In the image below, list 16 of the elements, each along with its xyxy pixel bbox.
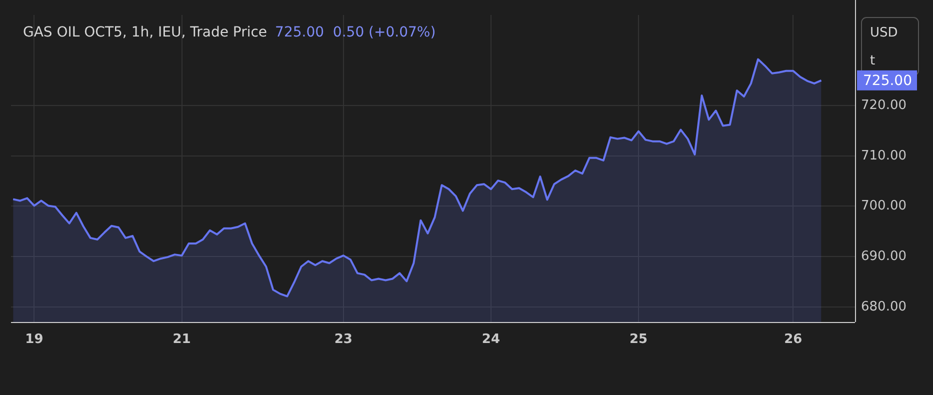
y-tick-label: 680.00 (861, 299, 906, 314)
y-tick-label: 690.00 (861, 248, 906, 264)
x-tick-label: 25 (630, 332, 648, 348)
y-tick-label: 720.00 (861, 98, 906, 113)
y-tick-label: 700.00 (861, 198, 906, 214)
x-tick-label: 19 (25, 332, 44, 348)
x-tick-label: 24 (482, 332, 500, 348)
text: t (870, 53, 876, 68)
text: USD (870, 25, 898, 40)
text: 725.00 (863, 73, 912, 90)
x-tick-label: 23 (334, 332, 352, 348)
x-tick-label: 26 (784, 332, 802, 348)
x-tick-label: 21 (172, 332, 191, 348)
y-tick-label: 710.00 (861, 148, 906, 164)
text: GAS OIL OCT5, 1h, IEU, Trade Price (23, 24, 268, 41)
text: 725.00 0.50 (+0.07%) (275, 24, 436, 41)
